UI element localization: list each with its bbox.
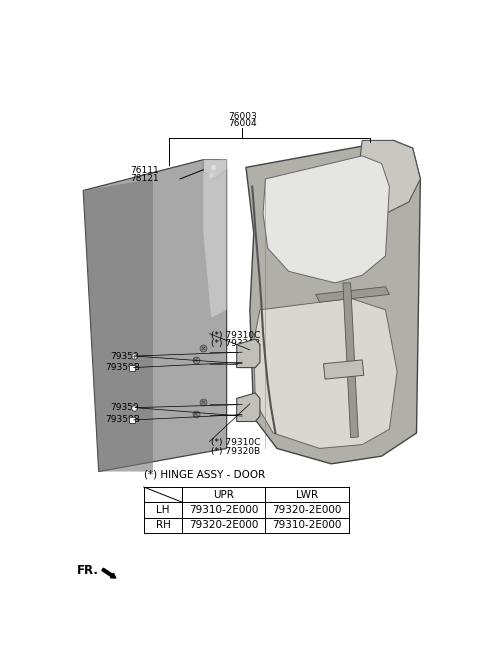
Text: 79359: 79359 <box>110 351 139 361</box>
Polygon shape <box>237 339 260 367</box>
Polygon shape <box>324 360 364 379</box>
Text: (*) HINGE ASSY - DOOR: (*) HINGE ASSY - DOOR <box>144 469 265 479</box>
Text: LH: LH <box>156 505 170 515</box>
Text: 79359B: 79359B <box>105 363 140 372</box>
Text: UPR: UPR <box>214 489 234 499</box>
Text: 79310-2E000: 79310-2E000 <box>273 520 342 530</box>
Text: 79320-2E000: 79320-2E000 <box>273 505 342 515</box>
Text: 76004: 76004 <box>228 119 256 128</box>
Polygon shape <box>263 156 389 283</box>
Text: 79359B: 79359B <box>105 415 140 424</box>
Polygon shape <box>316 286 389 302</box>
Text: 76111: 76111 <box>130 166 158 175</box>
Text: LWR: LWR <box>296 489 318 499</box>
Text: (*) 79320B: (*) 79320B <box>211 339 260 348</box>
Text: FR.: FR. <box>77 564 99 577</box>
FancyArrow shape <box>102 568 116 578</box>
Polygon shape <box>237 393 260 422</box>
Polygon shape <box>359 141 420 214</box>
Text: 79310-2E000: 79310-2E000 <box>189 505 259 515</box>
Polygon shape <box>204 160 227 179</box>
Text: 76003: 76003 <box>228 112 256 121</box>
Text: 79359: 79359 <box>110 403 139 412</box>
Text: RH: RH <box>156 520 170 530</box>
Text: (*) 79310C: (*) 79310C <box>211 438 261 447</box>
Text: 79320-2E000: 79320-2E000 <box>189 520 259 530</box>
Polygon shape <box>246 141 420 464</box>
Text: (*) 79320B: (*) 79320B <box>211 447 260 456</box>
Polygon shape <box>83 160 227 472</box>
Polygon shape <box>204 160 227 317</box>
Polygon shape <box>254 298 397 449</box>
Text: (*) 79310C: (*) 79310C <box>211 330 261 340</box>
Polygon shape <box>343 283 359 438</box>
Text: 78121: 78121 <box>130 174 158 183</box>
Polygon shape <box>83 179 153 472</box>
